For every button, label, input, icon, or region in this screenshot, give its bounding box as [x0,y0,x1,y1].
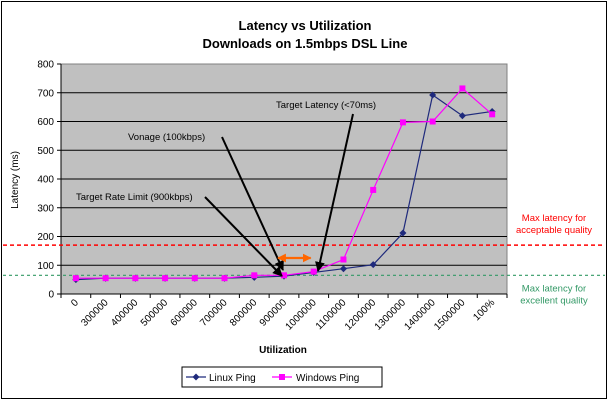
legend: Linux Ping Windows Ping [181,366,383,388]
reference-label: Max latency for [522,283,586,294]
data-point [102,275,109,282]
data-point [251,272,258,279]
reference-label: acceptable quality [516,225,592,236]
data-point [429,118,436,125]
annotation-label: Target Latency (<70ms) [276,100,376,111]
data-point [489,111,496,118]
data-point [162,275,169,282]
y-tick-label: 300 [37,203,54,214]
x-tick-label: 800000 [228,297,260,329]
data-point [310,268,317,275]
reference-label: Max latency for [522,213,586,224]
data-point [191,275,198,282]
x-tick-label: 700000 [198,297,230,329]
y-axis-title: Latency (ms) [10,151,21,209]
y-tick-label: 200 [37,232,54,243]
data-point [339,265,347,273]
x-tick-label: 500000 [139,297,171,329]
data-point [459,85,466,92]
annotation-label: Target Rate Limit (900kbps) [76,192,193,203]
annotation-arrow [204,196,283,277]
y-tick-label: 500 [37,146,54,157]
x-tick-label: 300000 [79,297,111,329]
data-point [132,275,139,282]
reference-label: excellent quality [520,295,588,306]
x-tick-label: 1300000 [373,297,409,333]
x-tick-label: 1400000 [402,297,438,333]
x-tick-label: 600000 [169,297,201,329]
data-point [369,261,377,269]
legend-swatch-marker [279,374,285,380]
data-point [281,272,287,279]
chart-title: Latency vs Utilization [239,18,372,33]
x-tick-label: 1200000 [343,297,379,333]
y-tick-label: 0 [48,290,54,301]
data-point [370,186,377,193]
x-axis-title: Utilization [259,345,307,356]
x-tick-label: 0 [69,297,81,309]
chart-subtitle: Downloads on 1.5mbps DSL Line [203,36,408,51]
y-tick-label: 700 [37,88,54,99]
legend-label: Linux Ping [209,373,256,384]
legend-swatch-marker [192,373,200,381]
y-tick-label: 100 [37,261,54,272]
data-point [221,275,228,282]
y-tick-label: 400 [37,175,54,186]
x-tick-label: 100% [471,297,497,323]
data-point [399,229,407,237]
annotation-arrow [315,113,354,272]
data-point [340,256,347,263]
data-point [72,275,79,282]
x-tick-label: 1000000 [284,297,320,333]
y-tick-label: 800 [37,60,54,71]
data-point [399,119,406,126]
data-point [429,91,437,99]
legend-label: Windows Ping [296,373,359,384]
annotation-arrow [221,136,284,271]
y-tick-label: 600 [37,117,54,128]
x-tick-label: 1500000 [432,297,468,333]
x-tick-label: 400000 [109,297,141,329]
data-point [458,112,466,120]
annotation-label: Vonage (100kbps) [128,132,205,143]
